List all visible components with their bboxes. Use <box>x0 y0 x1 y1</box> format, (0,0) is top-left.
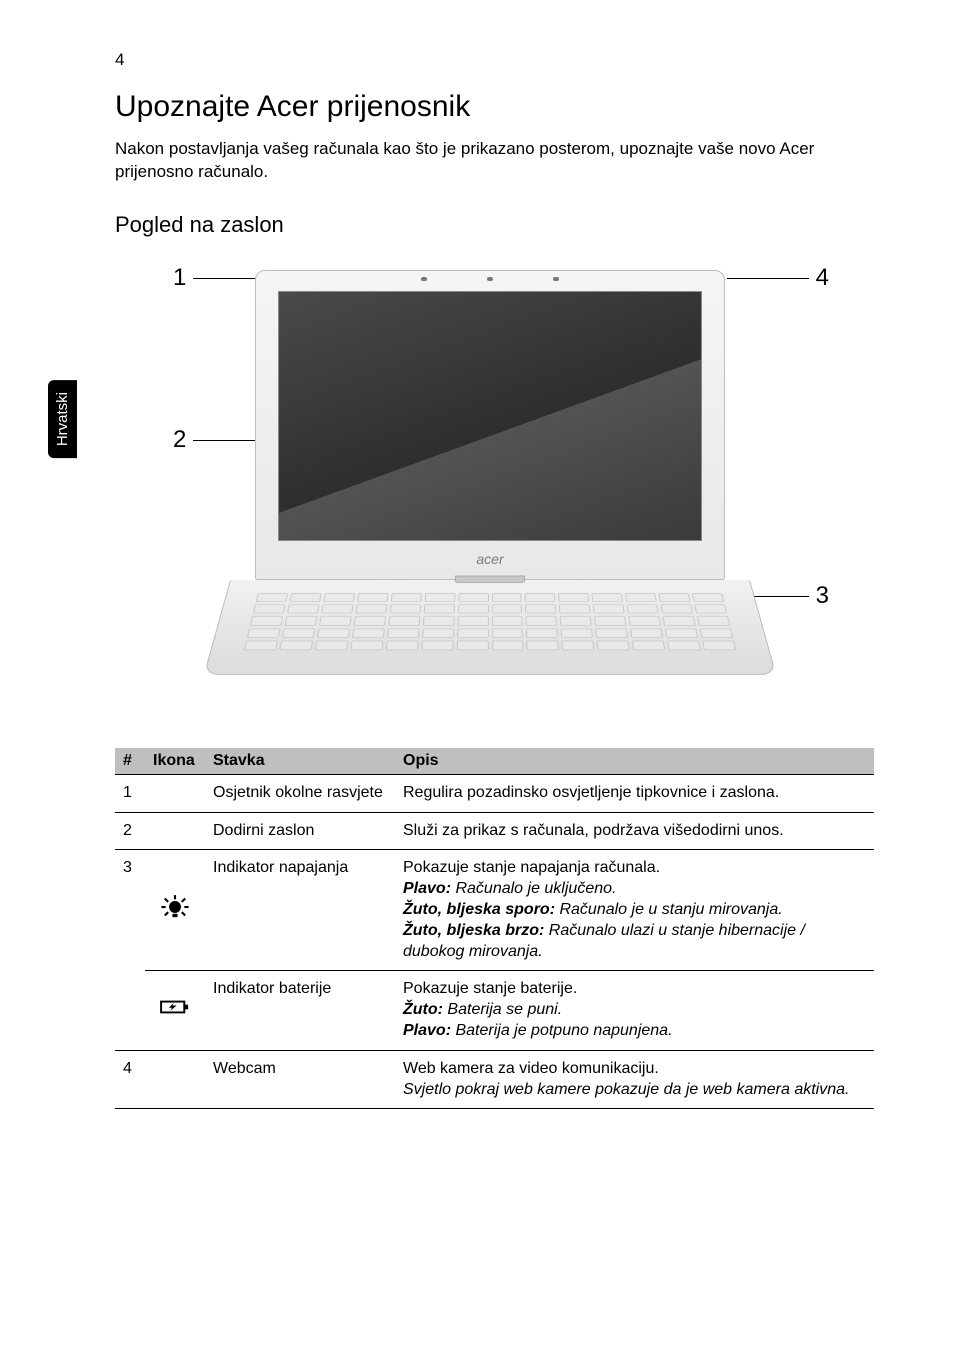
laptop-base <box>203 580 776 675</box>
keyboard <box>244 593 737 650</box>
row-icon <box>145 774 205 812</box>
page: 4 Hrvatski Upoznajte Acer prijenosnik Na… <box>0 0 954 1149</box>
row-num: 4 <box>115 1050 145 1109</box>
callout-1: 1 <box>173 264 186 292</box>
row-icon <box>145 812 205 850</box>
leader-line <box>727 278 809 279</box>
laptop-diagram: 1 2 3 4 acer <box>115 260 875 730</box>
col-num: # <box>115 748 145 775</box>
language-tab: Hrvatski <box>48 380 77 458</box>
callout-2: 2 <box>173 426 186 454</box>
row-desc: Pokazuje stanje napajanja računala. Plav… <box>395 850 874 971</box>
row-item: Indikator napajanja <box>205 850 395 971</box>
callout-4: 4 <box>816 264 829 292</box>
callout-3: 3 <box>816 582 829 610</box>
table-row: 1 Osjetnik okolne rasvjete Regulira poza… <box>115 774 874 812</box>
table-row: 2 Dodirni zaslon Služi za prikaz s račun… <box>115 812 874 850</box>
table-row: 3 Indikator napajanja <box>115 850 874 971</box>
section-heading: Pogled na zaslon <box>115 212 874 238</box>
brand-logo: acer <box>256 551 724 567</box>
row-num: 2 <box>115 812 145 850</box>
power-indicator-icon <box>145 850 205 971</box>
col-icon: Ikona <box>145 748 205 775</box>
table-row: Indikator baterije Pokazuje stanje bater… <box>115 971 874 1050</box>
laptop-illustration: acer <box>255 270 725 710</box>
row-item: Dodirni zaslon <box>205 812 395 850</box>
row-num: 3 <box>115 850 145 1050</box>
row-desc: Pokazuje stanje baterije. Žuto: Baterija… <box>395 971 874 1050</box>
row-num: 1 <box>115 774 145 812</box>
battery-icon <box>158 993 192 1021</box>
battery-indicator-icon <box>145 971 205 1050</box>
row-item: Indikator baterije <box>205 971 395 1050</box>
lightbulb-icon <box>158 893 192 921</box>
spec-table: # Ikona Stavka Opis 1 Osjetnik okolne ra… <box>115 748 874 1110</box>
col-desc: Opis <box>395 748 874 775</box>
row-item: Webcam <box>205 1050 395 1109</box>
row-icon <box>145 1050 205 1109</box>
laptop-screen-bezel: acer <box>255 270 725 580</box>
row-item: Osjetnik okolne rasvjete <box>205 774 395 812</box>
row-desc: Služi za prikaz s računala, podržava viš… <box>395 812 874 850</box>
page-title: Upoznajte Acer prijenosnik <box>115 90 874 124</box>
page-number: 4 <box>115 50 124 70</box>
col-item: Stavka <box>205 748 395 775</box>
sensor-dots <box>256 277 724 281</box>
intro-text: Nakon postavljanja vašeg računala kao št… <box>115 138 874 184</box>
table-header-row: # Ikona Stavka Opis <box>115 748 874 775</box>
table-row: 4 Webcam Web kamera za video komunikacij… <box>115 1050 874 1109</box>
row-desc: Regulira pozadinsko osvjetljenje tipkovn… <box>395 774 874 812</box>
hinge-notch <box>455 576 525 583</box>
row-desc: Web kamera za video komunikaciju. Svjetl… <box>395 1050 874 1109</box>
laptop-screen <box>278 291 702 541</box>
